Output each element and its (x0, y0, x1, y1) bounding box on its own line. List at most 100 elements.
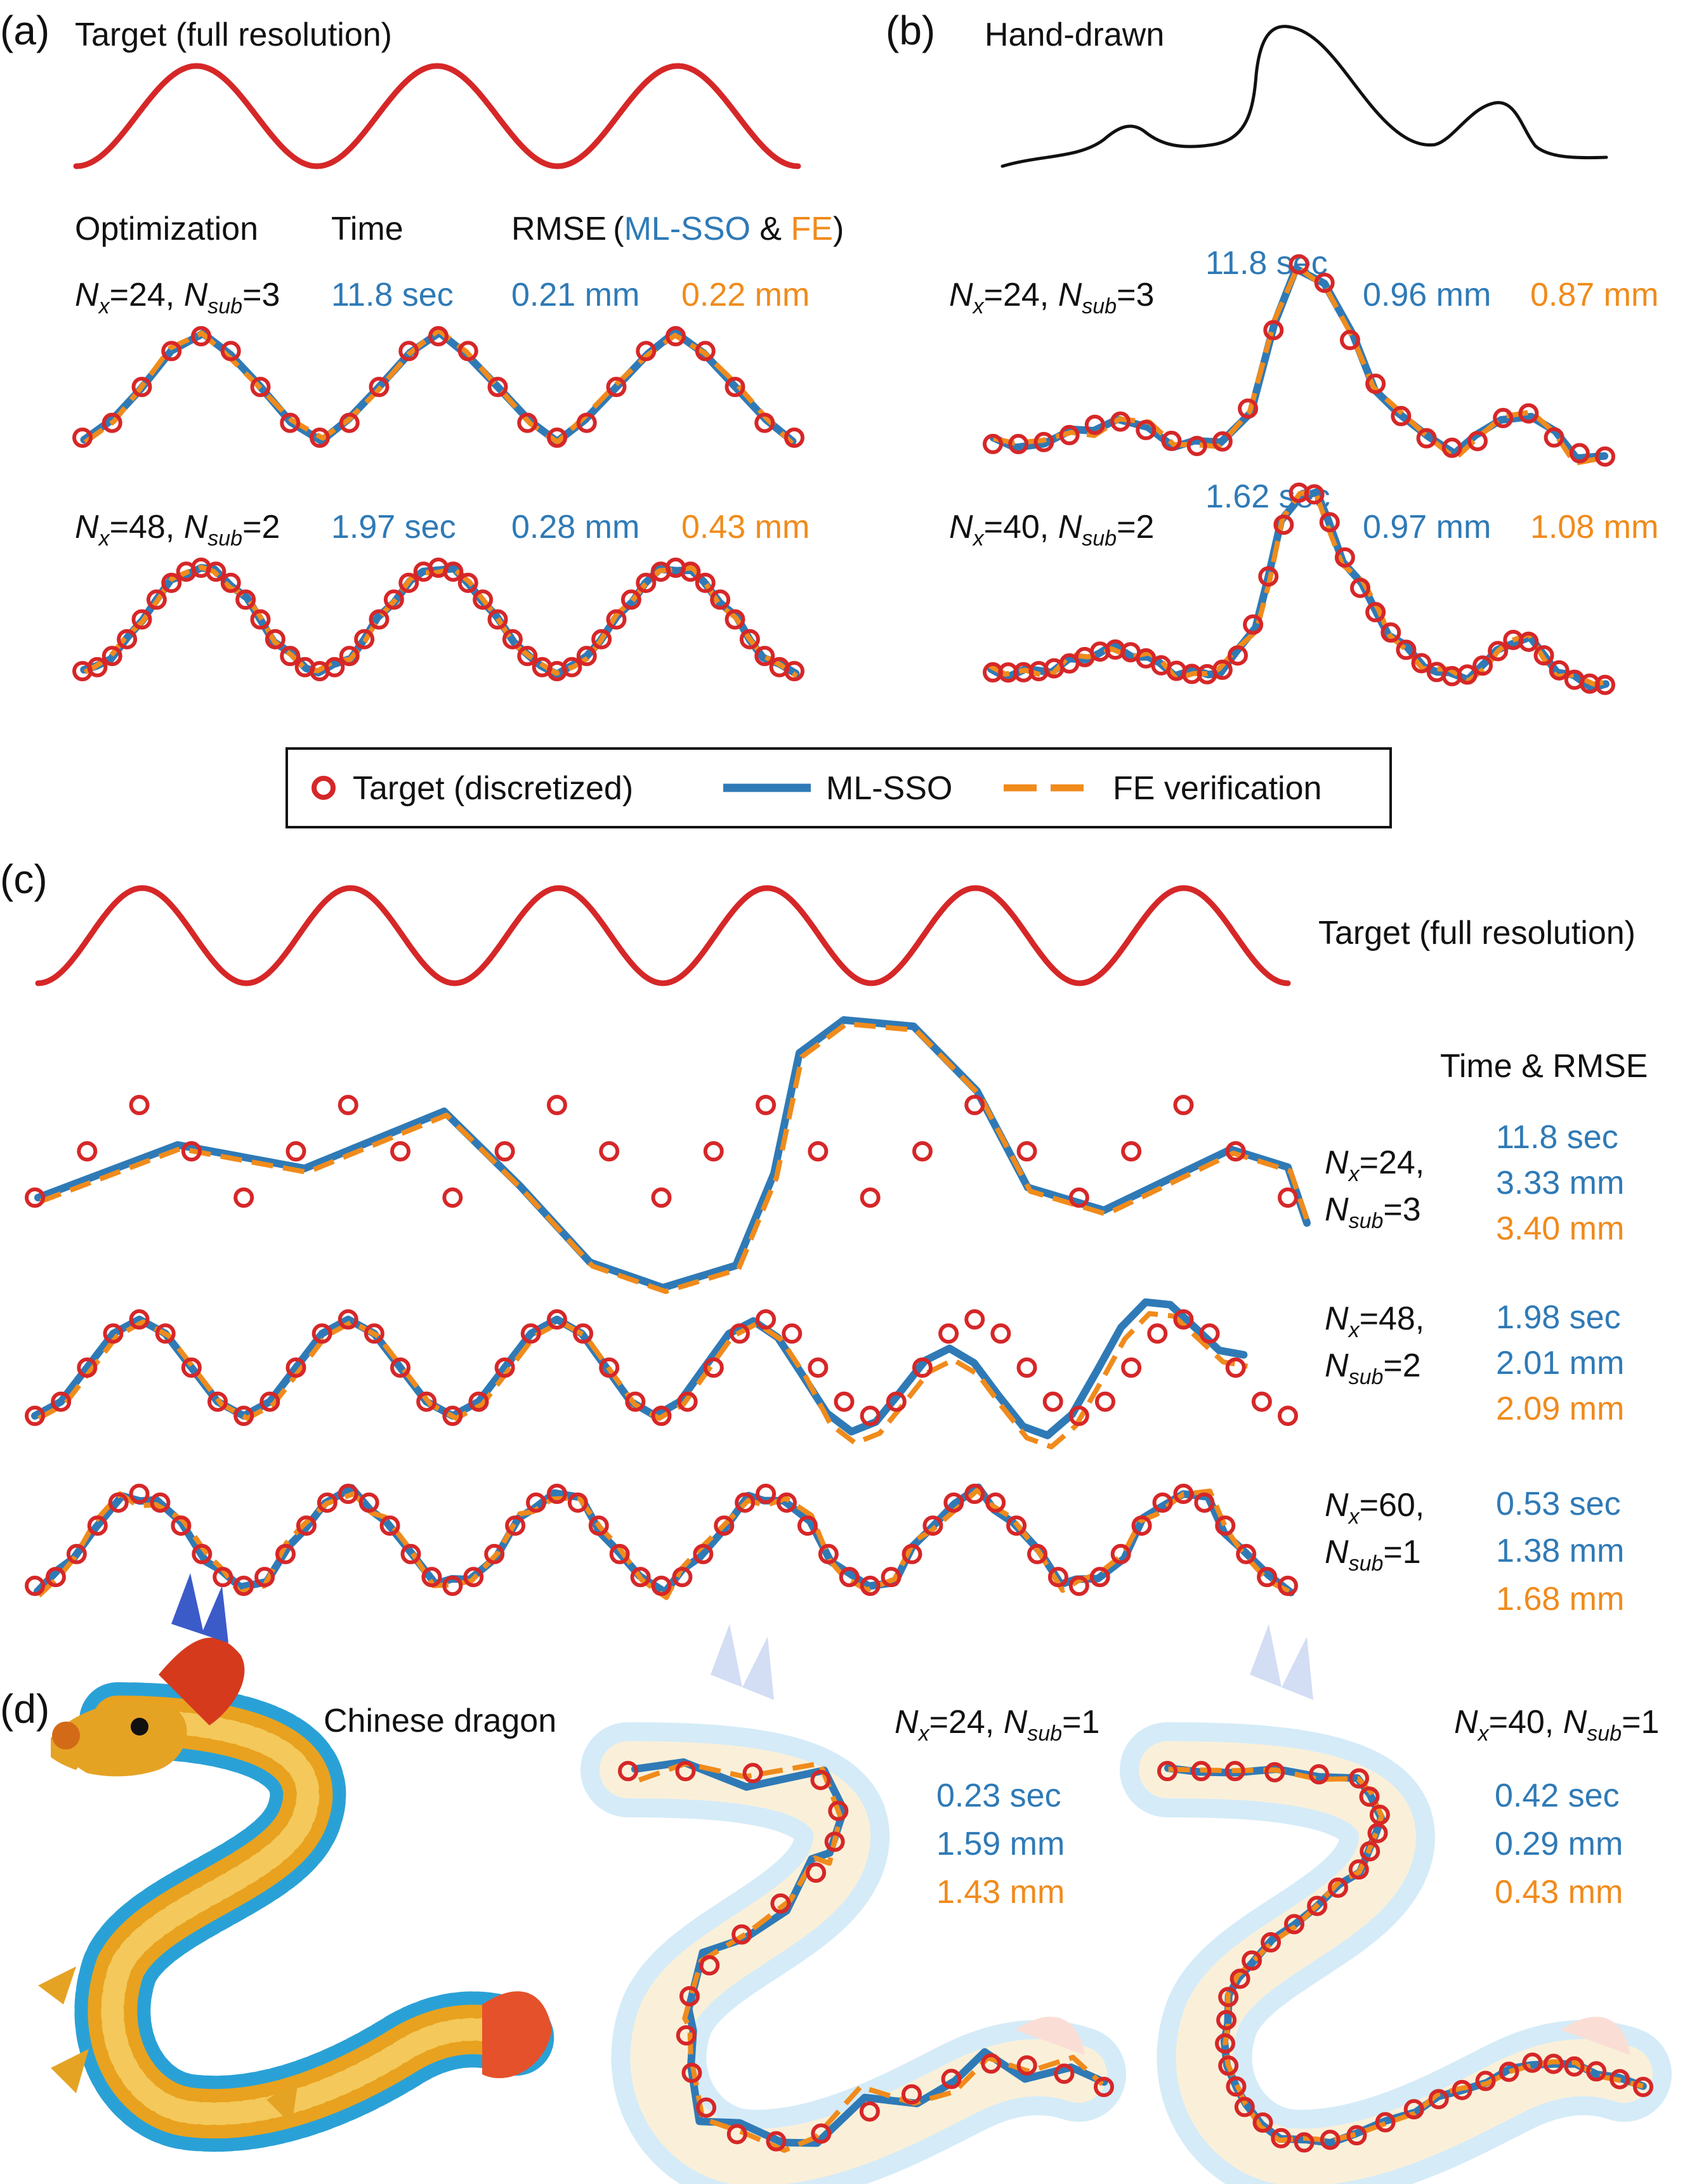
nsub-value: 2 (261, 509, 280, 546)
target-marker (250, 609, 271, 630)
panel-b-hand-drawn-curve (1000, 25, 1608, 168)
fe-curve (83, 565, 799, 679)
target-marker (739, 629, 760, 650)
target-marker (756, 1095, 777, 1115)
target-marker (317, 1492, 338, 1513)
panel-a-row2-params: Nx=48, Nsub=2 (75, 509, 280, 551)
dragon-nose (52, 1722, 80, 1749)
panel-a-target-curve (73, 63, 801, 169)
target-marker (1225, 1357, 1246, 1378)
target-marker (1319, 512, 1340, 533)
target-marker (338, 1309, 358, 1330)
target-marker (1452, 2079, 1472, 2100)
legend-ml-label: ML-SSO (826, 770, 952, 807)
subscript-sub: sub (1027, 1722, 1062, 1746)
target-marker (754, 412, 775, 433)
n-symbol: N (949, 277, 973, 313)
target-marker (364, 1323, 384, 1344)
target-marker (1068, 1187, 1089, 1208)
target-marker (696, 2097, 717, 2118)
target-marker (457, 341, 478, 362)
target-marker (1610, 2069, 1630, 2089)
target-marker (103, 1323, 124, 1344)
panel-a-row2-rmse-fe: 0.43 mm (681, 509, 810, 546)
target-marker (233, 1187, 254, 1208)
target-marker (784, 661, 804, 681)
target-marker (1225, 1141, 1246, 1161)
panel-c-target-curve (35, 885, 1291, 986)
target-marker (770, 1893, 791, 1914)
target-marker (731, 1924, 752, 1945)
panel-c-letter: (c) (0, 856, 48, 902)
fe-curve (37, 1311, 1249, 1449)
panel-a-row1-rmse-fe: 0.22 mm (681, 277, 810, 313)
subscript-x: x (917, 1722, 930, 1746)
panel-c-row3-time: 0.53 sec (1496, 1486, 1621, 1522)
panel-d-right-time: 0.42 sec (1495, 1777, 1620, 1814)
target-marker (681, 2062, 702, 2083)
target-marker (725, 377, 745, 397)
target-marker (1307, 1895, 1328, 1916)
target-marker (421, 1567, 442, 1588)
target-marker (1226, 2076, 1247, 2097)
target-marker (1243, 614, 1264, 635)
panel-b-letter: (b) (886, 8, 935, 53)
target-marker (484, 1543, 505, 1564)
target-marker (1191, 1761, 1212, 1781)
panel-a: (a) Target (full resolution) Optimizatio… (0, 8, 844, 681)
subscript-sub: sub (1082, 294, 1117, 318)
comma: , (1040, 277, 1058, 313)
target-marker (981, 2053, 1002, 2074)
comma: , (166, 509, 184, 546)
target-marker (25, 1406, 45, 1426)
target-marker (695, 341, 716, 362)
target-marker (505, 1515, 526, 1536)
target-curve (35, 885, 1291, 986)
rmse-fe-word: FE (791, 211, 833, 247)
target-marker (400, 1543, 421, 1564)
target-marker (588, 1515, 609, 1536)
nx-value: 40 (1508, 1704, 1545, 1741)
panel-d-right-rmse-fe: 0.43 mm (1495, 1874, 1623, 1911)
target-marker (625, 1391, 646, 1412)
target-marker (784, 428, 804, 448)
target-marker (985, 1492, 1006, 1513)
target-marker (1242, 1950, 1262, 1971)
n-symbol: N (75, 509, 99, 546)
target-marker (810, 1770, 831, 1791)
target-marker (463, 1567, 484, 1588)
target-marker (25, 1576, 45, 1596)
target-marker (1173, 1095, 1194, 1115)
legend-target-marker (312, 776, 336, 800)
target-marker (1493, 408, 1514, 429)
target-marker (636, 572, 657, 593)
target-marker (25, 1187, 45, 1208)
target-marker (369, 609, 390, 630)
target-marker (1365, 374, 1386, 395)
target-marker (860, 1406, 881, 1426)
target-marker (443, 561, 464, 582)
panel-c-row3-plot (25, 1483, 1298, 1600)
target-marker (77, 1357, 98, 1378)
target-marker (494, 1357, 515, 1378)
subscript-sub: sub (1349, 1365, 1384, 1389)
target-marker (192, 1543, 213, 1564)
target-marker (1273, 514, 1294, 535)
target-marker (87, 1515, 108, 1536)
target-marker (881, 1567, 902, 1588)
target-marker (1391, 405, 1412, 426)
target-marker (1110, 411, 1131, 432)
target-marker (1006, 1515, 1027, 1536)
dragon-bg-tail (1561, 2017, 1630, 2055)
target-marker (87, 657, 108, 677)
target-marker (161, 572, 182, 593)
target-marker (520, 1323, 541, 1344)
target-marker (517, 412, 538, 433)
target-marker (468, 1391, 489, 1412)
target-marker (546, 1484, 567, 1504)
nsub-value: 2 (1136, 509, 1154, 546)
target-marker (1543, 2053, 1564, 2074)
target-marker (1068, 1406, 1089, 1426)
nx-value: 40 (1003, 509, 1040, 546)
target-marker (1294, 2132, 1315, 2153)
